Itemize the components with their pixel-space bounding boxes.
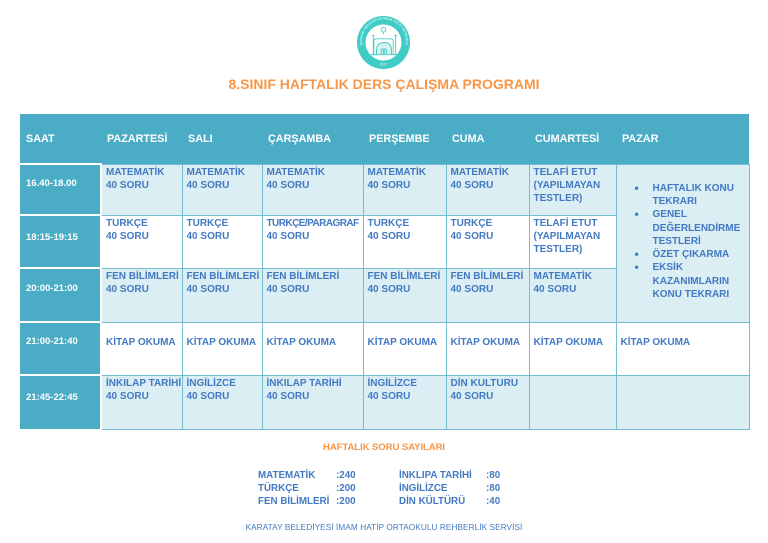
svg-text:2017: 2017 xyxy=(380,63,388,67)
